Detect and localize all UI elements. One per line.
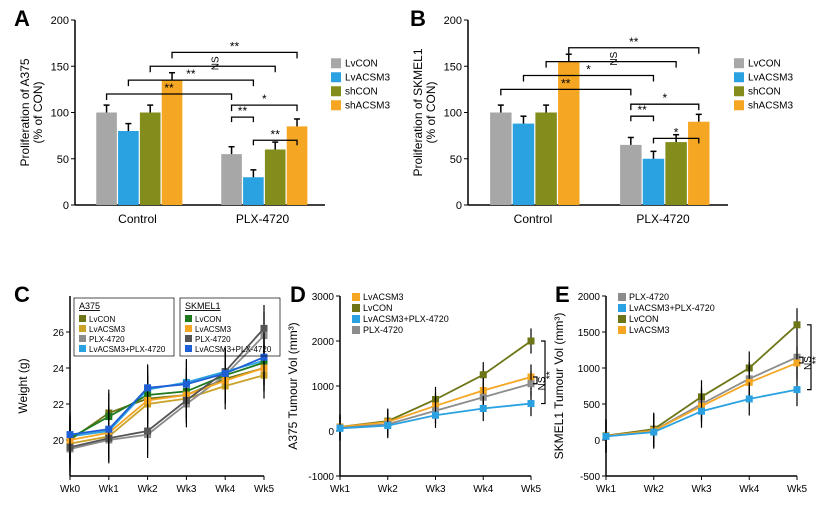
svg-text:20: 20 bbox=[53, 436, 65, 447]
svg-text:LvACSM3: LvACSM3 bbox=[629, 325, 670, 335]
svg-text:LvCON: LvCON bbox=[195, 315, 221, 324]
chart-e: -500 0 500 1000 1500 2000 Wk1 Wk2 Wk3 Wk4 Wk5 SKMEL… bbox=[548, 286, 823, 504]
svg-text:**: ** bbox=[637, 103, 647, 117]
svg-text:LvCON: LvCON bbox=[629, 314, 659, 324]
svg-text:Wk2: Wk2 bbox=[644, 484, 664, 495]
svg-text:LvACSM3: LvACSM3 bbox=[89, 325, 126, 334]
svg-text:150: 150 bbox=[51, 61, 69, 73]
svg-text:Wk1: Wk1 bbox=[596, 484, 616, 495]
svg-text:Wk1: Wk1 bbox=[330, 484, 350, 495]
svg-text:(% of CON): (% of CON) bbox=[31, 81, 45, 143]
svg-text:50: 50 bbox=[57, 154, 69, 166]
svg-text:SKMEL1 Tumour Vol (mm³): SKMEL1 Tumour Vol (mm³) bbox=[552, 313, 566, 460]
svg-text:*: * bbox=[662, 91, 667, 105]
svg-text:*: * bbox=[586, 63, 591, 77]
svg-text:NS: NS bbox=[609, 51, 620, 65]
svg-text:A375: A375 bbox=[79, 301, 100, 311]
svg-text:shCON: shCON bbox=[748, 86, 781, 97]
svg-text:LvACSM3+PLX-4720: LvACSM3+PLX-4720 bbox=[195, 345, 272, 354]
svg-text:**: ** bbox=[629, 35, 639, 49]
svg-text:**: ** bbox=[230, 39, 240, 53]
svg-text:LvACSM3: LvACSM3 bbox=[363, 292, 404, 302]
svg-text:*: * bbox=[674, 125, 679, 139]
svg-text:Wk3: Wk3 bbox=[426, 484, 446, 495]
svg-text:**: ** bbox=[271, 127, 281, 141]
svg-text:2000: 2000 bbox=[312, 337, 335, 348]
svg-text:Wk3: Wk3 bbox=[176, 484, 196, 495]
svg-text:A375 Tumour Vol (mm³): A375 Tumour Vol (mm³) bbox=[286, 322, 300, 449]
svg-text:Wk5: Wk5 bbox=[787, 484, 807, 495]
svg-text:200: 200 bbox=[444, 15, 462, 27]
svg-text:Wk4: Wk4 bbox=[739, 484, 759, 495]
svg-text:LvACSM3+PLX-4720: LvACSM3+PLX-4720 bbox=[89, 345, 166, 354]
svg-text:Wk1: Wk1 bbox=[99, 484, 119, 495]
svg-text:Proliferation of A375: Proliferation of A375 bbox=[18, 58, 32, 166]
chart-a: 0 50 100 150 200 Proliferation of A375(% of C… bbox=[15, 10, 410, 235]
svg-text:PLX-4720: PLX-4720 bbox=[629, 292, 669, 302]
svg-text:0: 0 bbox=[328, 427, 334, 438]
svg-text:LvCON: LvCON bbox=[748, 58, 781, 69]
svg-text:Wk0: Wk0 bbox=[60, 484, 80, 495]
svg-text:LvCON: LvCON bbox=[363, 303, 393, 313]
svg-text:LvACSM3: LvACSM3 bbox=[345, 72, 390, 83]
svg-text:PLX-4720: PLX-4720 bbox=[236, 212, 290, 226]
svg-text:LvCON: LvCON bbox=[345, 58, 378, 69]
chart-d: -1000 0 1000 2000 3000 Wk1 Wk2 Wk3 Wk4 Wk5 A375 Tu… bbox=[282, 286, 557, 504]
svg-text:150: 150 bbox=[444, 61, 462, 73]
svg-text:1000: 1000 bbox=[578, 364, 601, 375]
svg-text:shACSM3: shACSM3 bbox=[748, 100, 793, 111]
svg-text:Proliferation of SKMEL1: Proliferation of SKMEL1 bbox=[411, 48, 425, 176]
svg-text:**: ** bbox=[561, 76, 571, 90]
svg-text:**: ** bbox=[186, 67, 196, 81]
svg-text:PLX-4720: PLX-4720 bbox=[363, 325, 403, 335]
svg-text:LvACSM3+PLX-4720: LvACSM3+PLX-4720 bbox=[363, 314, 449, 324]
svg-text:Wk5: Wk5 bbox=[254, 484, 274, 495]
svg-text:Wk4: Wk4 bbox=[215, 484, 235, 495]
svg-text:**: ** bbox=[811, 356, 822, 364]
svg-text:LvACSM3: LvACSM3 bbox=[195, 325, 232, 334]
svg-text:24: 24 bbox=[53, 364, 65, 375]
svg-text:3000: 3000 bbox=[312, 292, 335, 303]
svg-text:Wk3: Wk3 bbox=[692, 484, 712, 495]
svg-text:Wk4: Wk4 bbox=[473, 484, 493, 495]
svg-text:100: 100 bbox=[51, 108, 69, 120]
svg-text:*: * bbox=[262, 92, 267, 106]
svg-text:26: 26 bbox=[53, 328, 65, 339]
svg-text:Weight (g): Weight (g) bbox=[16, 358, 30, 413]
svg-text:shCON: shCON bbox=[345, 86, 378, 97]
svg-text:50: 50 bbox=[450, 154, 462, 166]
svg-text:1000: 1000 bbox=[312, 382, 335, 393]
chart-c: 20 22 24 26 Wk0 Wk1 Wk2 Wk3 Wk4 Wk5 Weight (g) A375… bbox=[12, 286, 290, 504]
svg-text:**: ** bbox=[238, 104, 248, 118]
chart-b: 0 50 100 150 200 Proliferation of SKMEL1(% of… bbox=[408, 10, 813, 235]
svg-text:LvACSM3+PLX-4720: LvACSM3+PLX-4720 bbox=[629, 303, 715, 313]
svg-text:Wk5: Wk5 bbox=[521, 484, 541, 495]
svg-text:500: 500 bbox=[583, 400, 600, 411]
svg-text:(% of CON): (% of CON) bbox=[424, 81, 438, 143]
svg-text:SKMEL1: SKMEL1 bbox=[185, 301, 221, 311]
svg-text:LvACSM3: LvACSM3 bbox=[748, 72, 793, 83]
svg-text:PLX-4720: PLX-4720 bbox=[195, 335, 231, 344]
svg-text:LvCON: LvCON bbox=[89, 315, 115, 324]
svg-text:Wk2: Wk2 bbox=[138, 484, 158, 495]
svg-text:NS: NS bbox=[211, 56, 222, 70]
svg-text:-1000: -1000 bbox=[308, 472, 334, 483]
svg-text:Control: Control bbox=[514, 212, 553, 226]
svg-text:Wk2: Wk2 bbox=[378, 484, 398, 495]
svg-text:1500: 1500 bbox=[578, 328, 601, 339]
svg-text:Control: Control bbox=[118, 212, 157, 226]
svg-text:-500: -500 bbox=[580, 472, 600, 483]
svg-text:200: 200 bbox=[51, 15, 69, 27]
svg-text:0: 0 bbox=[63, 200, 69, 212]
svg-text:**: ** bbox=[164, 81, 174, 95]
svg-text:100: 100 bbox=[444, 108, 462, 120]
svg-text:22: 22 bbox=[53, 400, 65, 411]
svg-text:PLX-4720: PLX-4720 bbox=[89, 335, 125, 344]
svg-text:shACSM3: shACSM3 bbox=[345, 100, 390, 111]
svg-text:PLX-4720: PLX-4720 bbox=[636, 212, 690, 226]
svg-text:0: 0 bbox=[456, 200, 462, 212]
svg-text:2000: 2000 bbox=[578, 292, 601, 303]
svg-text:0: 0 bbox=[594, 436, 600, 447]
